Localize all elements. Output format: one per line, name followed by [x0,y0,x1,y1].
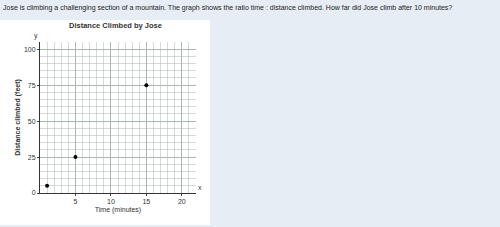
svg-text:x: x [198,184,202,191]
svg-text:5: 5 [73,198,77,205]
svg-text:Time (minutes): Time (minutes) [95,206,141,214]
svg-text:75: 75 [28,82,36,89]
svg-text:0: 0 [32,189,36,196]
svg-text:Distance Climbed by Jose: Distance Climbed by Jose [69,21,162,30]
html-text:Jose is climbing a challenging: Jose is climbing a challenging section o… [3,4,453,11]
svg-text:25: 25 [28,154,36,161]
svg-text:y: y [34,32,38,40]
svg-text:15: 15 [142,198,150,205]
svg-text:100: 100 [24,46,36,53]
svg-text:50: 50 [28,118,36,125]
svg-text:20: 20 [178,198,186,205]
svg-text:10: 10 [107,198,115,205]
svg-text:Distance climbed (feet): Distance climbed (feet) [14,79,22,156]
